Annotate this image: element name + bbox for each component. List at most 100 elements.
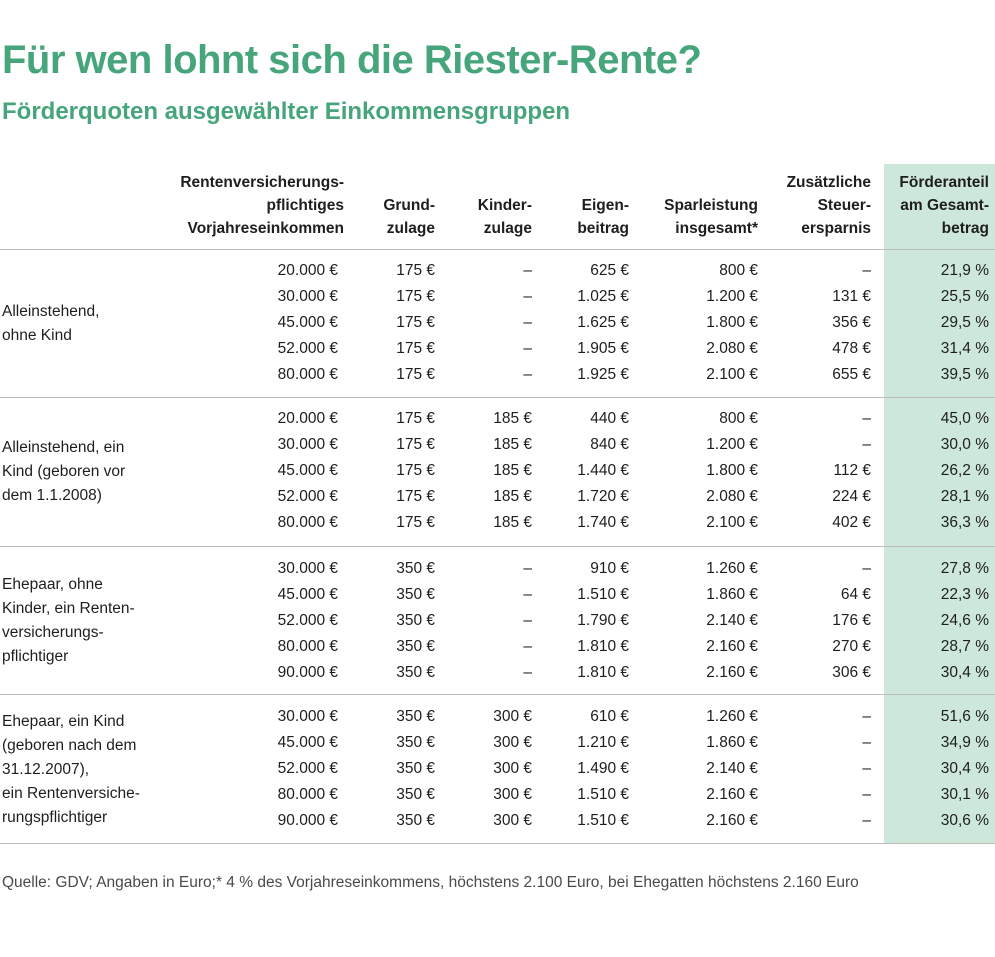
cell-steuerersparnis: – <box>862 560 871 577</box>
cell-eigenbeitrag: 1.740 € <box>577 514 629 531</box>
cell-grundzulage: 175 € <box>396 462 435 479</box>
cell-eigenbeitrag: 1.440 € <box>577 462 629 479</box>
cell-sparleistung: 2.160 € <box>706 664 758 681</box>
cell-grundzulage: 350 € <box>396 760 435 777</box>
page-title: Für wen lohnt sich die Riester-Rente? <box>2 38 702 82</box>
table-row: 80.000 € 175 € – 1.925 € 2.100 € 655 € 3… <box>0 362 995 388</box>
cell-income: 30.000 € <box>277 708 338 725</box>
cell-foerderanteil: 25,5 % <box>940 288 989 305</box>
table-row: 20.000 € 175 € – 625 € 800 € – 21,9 % <box>0 258 995 284</box>
cell-grundzulage: 350 € <box>396 734 435 751</box>
cell-eigenbeitrag: 1.025 € <box>577 288 629 305</box>
header-foerderanteil: Förderanteil am Gesamt- betrag <box>899 174 989 237</box>
cell-foerderanteil: 30,1 % <box>940 786 989 803</box>
table-row: 30.000 € 175 € – 1.025 € 1.200 € 131 € 2… <box>0 284 995 310</box>
cell-sparleistung: 1.800 € <box>706 314 758 331</box>
cell-kinderzulage: – <box>523 560 532 577</box>
cell-income: 52.000 € <box>277 340 338 357</box>
cell-foerderanteil: 34,9 % <box>940 734 989 751</box>
cell-eigenbeitrag: 610 € <box>590 708 629 725</box>
cell-kinderzulage: – <box>523 664 532 681</box>
cell-kinderzulage: – <box>523 366 532 383</box>
cell-kinderzulage: 185 € <box>493 410 532 427</box>
cell-kinderzulage: – <box>523 314 532 331</box>
table-row: 30.000 € 350 € – 910 € 1.260 € – 27,8 % <box>0 556 995 582</box>
cell-grundzulage: 175 € <box>396 262 435 279</box>
table-row: 45.000 € 350 € 300 € 1.210 € 1.860 € – 3… <box>0 730 995 756</box>
cell-sparleistung: 1.200 € <box>706 436 758 453</box>
cell-income: 30.000 € <box>277 436 338 453</box>
cell-grundzulage: 175 € <box>396 340 435 357</box>
group-label: Alleinstehend, ohne Kind <box>2 303 100 344</box>
cell-steuerersparnis: 306 € <box>832 664 871 681</box>
table-row: 80.000 € 350 € 300 € 1.510 € 2.160 € – 3… <box>0 782 995 808</box>
table-row: 52.000 € 175 € 185 € 1.720 € 2.080 € 224… <box>0 484 995 510</box>
cell-eigenbeitrag: 1.510 € <box>577 786 629 803</box>
highlight-column <box>884 164 995 844</box>
table-row: 80.000 € 175 € 185 € 1.740 € 2.100 € 402… <box>0 510 995 536</box>
source-note: Quelle: GDV; Angaben in Euro;* 4 % des V… <box>2 874 859 891</box>
table-row: 90.000 € 350 € – 1.810 € 2.160 € 306 € 3… <box>0 660 995 686</box>
cell-sparleistung: 800 € <box>719 262 758 279</box>
header-grundzulage: Grund- zulage <box>383 197 435 237</box>
table-row: 52.000 € 175 € – 1.905 € 2.080 € 478 € 3… <box>0 336 995 362</box>
cell-steuerersparnis: 402 € <box>832 514 871 531</box>
cell-foerderanteil: 26,2 % <box>940 462 989 479</box>
header-kinderzulage: Kinder- zulage <box>477 197 532 237</box>
group-label: Ehepaar, ein Kind (geboren nach dem 31.1… <box>2 713 140 826</box>
header-income: Rentenversicherungs- pflichtiges Vorjahr… <box>180 174 344 237</box>
cell-income: 20.000 € <box>277 262 338 279</box>
cell-grundzulage: 350 € <box>396 560 435 577</box>
group-divider <box>0 694 995 695</box>
cell-eigenbeitrag: 1.510 € <box>577 586 629 603</box>
cell-steuerersparnis: – <box>862 262 871 279</box>
cell-kinderzulage: – <box>523 262 532 279</box>
header-steuerersparnis: Zusätzliche Steuer- ersparnis <box>786 174 871 237</box>
cell-income: 52.000 € <box>277 760 338 777</box>
table-row: 52.000 € 350 € 300 € 1.490 € 2.140 € – 3… <box>0 756 995 782</box>
cell-eigenbeitrag: 1.490 € <box>577 760 629 777</box>
table-row: 45.000 € 350 € – 1.510 € 1.860 € 64 € 22… <box>0 582 995 608</box>
cell-grundzulage: 350 € <box>396 586 435 603</box>
cell-kinderzulage: 300 € <box>493 708 532 725</box>
cell-kinderzulage: – <box>523 288 532 305</box>
group-label: Alleinstehend, ein Kind (geboren vor dem… <box>2 439 126 504</box>
cell-foerderanteil: 30,6 % <box>940 812 989 829</box>
table-row: 52.000 € 350 € – 1.790 € 2.140 € 176 € 2… <box>0 608 995 634</box>
cell-grundzulage: 350 € <box>396 664 435 681</box>
cell-eigenbeitrag: 1.210 € <box>577 734 629 751</box>
cell-sparleistung: 2.080 € <box>706 488 758 505</box>
cell-foerderanteil: 29,5 % <box>940 314 989 331</box>
cell-sparleistung: 1.860 € <box>706 586 758 603</box>
cell-steuerersparnis: 270 € <box>832 638 871 655</box>
cell-grundzulage: 350 € <box>396 612 435 629</box>
cell-steuerersparnis: – <box>862 708 871 725</box>
cell-foerderanteil: 31,4 % <box>940 340 989 357</box>
cell-eigenbeitrag: 1.720 € <box>577 488 629 505</box>
cell-foerderanteil: 45,0 % <box>940 410 989 427</box>
cell-grundzulage: 175 € <box>396 314 435 331</box>
cell-eigenbeitrag: 1.625 € <box>577 314 629 331</box>
cell-foerderanteil: 28,7 % <box>940 638 989 655</box>
cell-steuerersparnis: 64 € <box>840 586 871 603</box>
cell-sparleistung: 1.800 € <box>706 462 758 479</box>
cell-kinderzulage: 300 € <box>493 812 532 829</box>
group-label: Ehepaar, ohne Kinder, ein Renten- versic… <box>2 576 135 665</box>
cell-sparleistung: 2.160 € <box>706 786 758 803</box>
cell-income: 45.000 € <box>277 314 338 331</box>
cell-income: 90.000 € <box>277 664 338 681</box>
cell-steuerersparnis: – <box>862 786 871 803</box>
cell-foerderanteil: 30,4 % <box>940 664 989 681</box>
table-row: 30.000 € 175 € 185 € 840 € 1.200 € – 30,… <box>0 432 995 458</box>
cell-income: 80.000 € <box>277 514 338 531</box>
cell-steuerersparnis: 112 € <box>833 462 871 479</box>
cell-steuerersparnis: – <box>862 812 871 829</box>
cell-foerderanteil: 51,6 % <box>940 708 989 725</box>
cell-income: 45.000 € <box>277 586 338 603</box>
table-row: 45.000 € 175 € – 1.625 € 1.800 € 356 € 2… <box>0 310 995 336</box>
cell-kinderzulage: 300 € <box>493 786 532 803</box>
cell-steuerersparnis: 655 € <box>832 366 871 383</box>
cell-sparleistung: 1.200 € <box>706 288 758 305</box>
page-subtitle: Förderquoten ausgewählter Einkommensgrup… <box>2 98 571 125</box>
cell-income: 80.000 € <box>277 366 338 383</box>
